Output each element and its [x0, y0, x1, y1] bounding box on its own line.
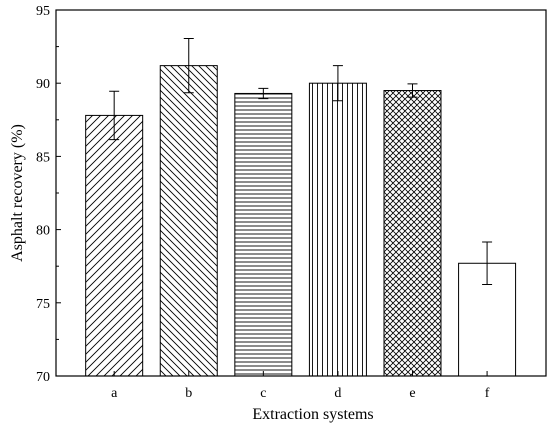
error-bar-b	[183, 38, 194, 94]
bar-c	[234, 92, 293, 377]
x-tick-label-b: b	[185, 386, 192, 401]
y-tick-label-85: 85	[36, 150, 50, 165]
error-bar-e	[407, 83, 418, 98]
y-tick-label-80: 80	[36, 224, 50, 239]
error-bar-a	[109, 90, 120, 141]
y-tick-label-90: 90	[36, 77, 50, 92]
x-tick-label-f: f	[485, 386, 490, 401]
y-axis-label: Asphalt recovery (%)	[9, 124, 26, 262]
bar-b	[159, 65, 218, 377]
error-bar-f	[482, 241, 493, 285]
bar-d	[308, 82, 367, 377]
x-tick-label-d: d	[334, 386, 341, 401]
x-tick-label-a: a	[111, 386, 118, 401]
error-bar-c	[258, 87, 269, 100]
bar-a	[85, 114, 144, 377]
x-tick-label-e: e	[409, 386, 415, 401]
y-tick-label-95: 95	[36, 4, 50, 19]
plot-frame	[55, 9, 547, 377]
bar-e	[383, 90, 442, 377]
x-axis-label: Extraction systems	[252, 406, 373, 423]
error-bar-d	[332, 65, 343, 102]
y-tick-label-75: 75	[36, 297, 50, 312]
x-tick-label-c: c	[260, 386, 266, 401]
plot-area: a b c d e f 70 75 80 85 90 95	[36, 4, 547, 401]
y-tick-label-70: 70	[36, 370, 50, 385]
